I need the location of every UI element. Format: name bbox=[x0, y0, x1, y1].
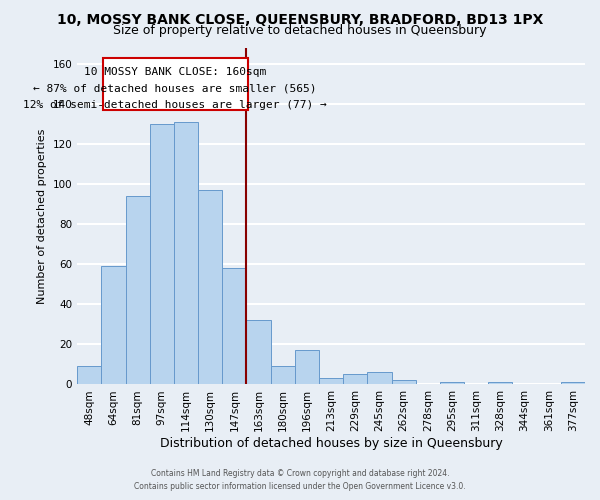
Bar bbox=[561, 382, 585, 384]
Text: ← 87% of detached houses are smaller (565): ← 87% of detached houses are smaller (56… bbox=[34, 84, 317, 94]
Bar bbox=[319, 378, 343, 384]
Bar bbox=[440, 382, 464, 384]
Bar bbox=[174, 122, 198, 384]
Bar bbox=[392, 380, 416, 384]
Bar bbox=[295, 350, 319, 384]
Text: Size of property relative to detached houses in Queensbury: Size of property relative to detached ho… bbox=[113, 24, 487, 37]
X-axis label: Distribution of detached houses by size in Queensbury: Distribution of detached houses by size … bbox=[160, 437, 502, 450]
Text: 12% of semi-detached houses are larger (77) →: 12% of semi-detached houses are larger (… bbox=[23, 100, 327, 110]
Bar bbox=[77, 366, 101, 384]
Text: 10, MOSSY BANK CLOSE, QUEENSBURY, BRADFORD, BD13 1PX: 10, MOSSY BANK CLOSE, QUEENSBURY, BRADFO… bbox=[57, 12, 543, 26]
Bar bbox=[101, 266, 125, 384]
Text: Contains HM Land Registry data © Crown copyright and database right 2024.
Contai: Contains HM Land Registry data © Crown c… bbox=[134, 469, 466, 491]
Bar bbox=[271, 366, 295, 384]
Bar bbox=[367, 372, 392, 384]
Text: 10 MOSSY BANK CLOSE: 160sqm: 10 MOSSY BANK CLOSE: 160sqm bbox=[84, 66, 266, 76]
FancyBboxPatch shape bbox=[103, 58, 248, 110]
Y-axis label: Number of detached properties: Number of detached properties bbox=[37, 128, 47, 304]
Bar bbox=[222, 268, 247, 384]
Bar bbox=[488, 382, 512, 384]
Bar bbox=[343, 374, 367, 384]
Bar bbox=[125, 196, 150, 384]
Bar bbox=[247, 320, 271, 384]
Bar bbox=[150, 124, 174, 384]
Bar bbox=[198, 190, 222, 384]
